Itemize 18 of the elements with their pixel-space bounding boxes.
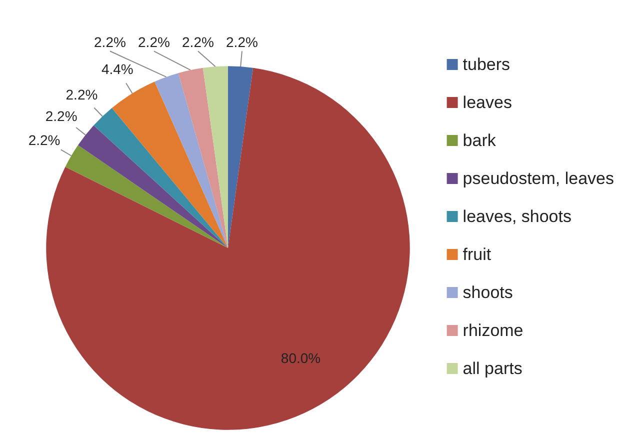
legend-label: pseudostem, leaves	[462, 169, 614, 188]
data-label: 4.4%	[101, 61, 134, 78]
data-label: 2.2%	[226, 34, 258, 50]
legend-label: leaves	[462, 93, 512, 112]
data-label: 2.2%	[28, 132, 60, 148]
data-label: 80.0%	[280, 350, 321, 366]
data-label: 2.2%	[94, 34, 126, 50]
data-label: 2.2%	[138, 34, 170, 50]
legend-label: shoots	[462, 283, 513, 302]
legend-label: rhizome	[462, 321, 524, 340]
legend-label: fruit	[462, 245, 492, 264]
legend-label: tubers	[462, 55, 510, 74]
data-label: 2.2%	[45, 108, 78, 124]
legend-label: bark	[462, 131, 496, 150]
data-label: 2.2%	[182, 34, 214, 50]
legend-label: leaves, shoots	[462, 207, 572, 226]
data-label: 2.2%	[66, 86, 98, 103]
legend-label: all parts	[462, 359, 522, 378]
